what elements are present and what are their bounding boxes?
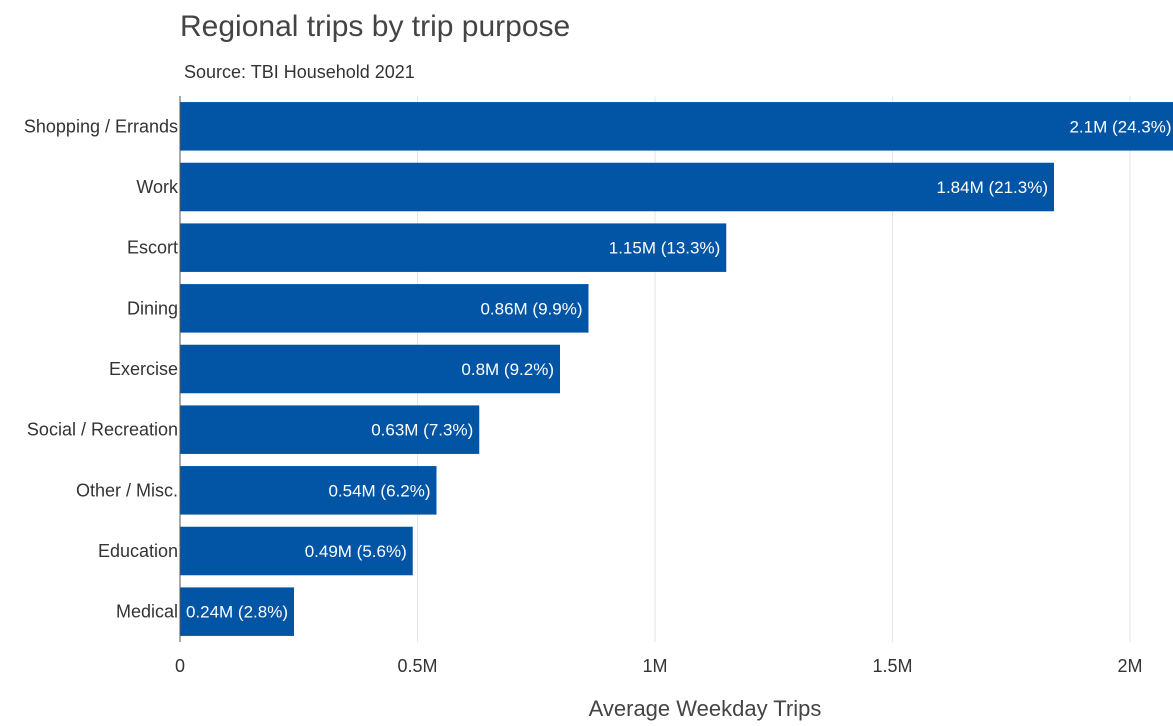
bar: [180, 223, 727, 272]
bar: [180, 102, 1173, 151]
category-label: Education: [98, 541, 178, 561]
x-tick-label: 1.5M: [872, 656, 912, 676]
x-axis-ticks: 0 0.5M 1M 1.5M 2M: [175, 656, 1143, 676]
bar: [180, 466, 437, 515]
bar: [180, 284, 589, 333]
bar-data-label: 0.8M (9.2%): [461, 360, 554, 379]
bar-data-label: 0.86M (9.9%): [480, 299, 582, 318]
x-tick-label: 1M: [642, 656, 667, 676]
bar: [180, 587, 294, 636]
x-tick-label: 2M: [1117, 656, 1142, 676]
bar-data-label: 0.63M (7.3%): [371, 421, 473, 440]
category-label: Social / Recreation: [27, 420, 178, 440]
category-label: Dining: [127, 298, 178, 318]
bar: [180, 405, 480, 454]
bar-data-label: 0.24M (2.8%): [186, 603, 288, 622]
x-tick-label: 0.5M: [397, 656, 437, 676]
bar: [180, 162, 1054, 212]
category-label: Medical: [116, 602, 178, 622]
bar-data-label: 0.54M (6.2%): [328, 481, 430, 500]
bars: 2.1M (24.3%) 1.84M (21.3%) 1.15M (13.3%) 0.…: [180, 102, 1173, 636]
x-axis-title: Average Weekday Trips: [589, 696, 822, 721]
category-label: Escort: [127, 238, 178, 258]
chart-title: Regional trips by trip purpose: [180, 10, 571, 43]
bar-data-label: 1.84M (21.3%): [937, 178, 1049, 197]
bar: [180, 344, 560, 394]
category-label: Work: [136, 177, 179, 197]
bar-data-label: 2.1M (24.3%): [1069, 117, 1171, 136]
x-tick-label: 0: [175, 656, 185, 676]
category-label: Other / Misc.: [76, 480, 178, 500]
category-label: Shopping / Errands: [24, 116, 178, 136]
category-label: Exercise: [109, 359, 178, 379]
category-labels: Shopping / Errands Work Escort Dining Exerci…: [24, 116, 179, 621]
bar-data-label: 0.49M (5.6%): [305, 542, 407, 561]
bar: [180, 526, 413, 576]
bar-data-label: 1.15M (13.3%): [609, 239, 721, 258]
chart-subtitle: Source: TBI Household 2021: [184, 62, 415, 82]
